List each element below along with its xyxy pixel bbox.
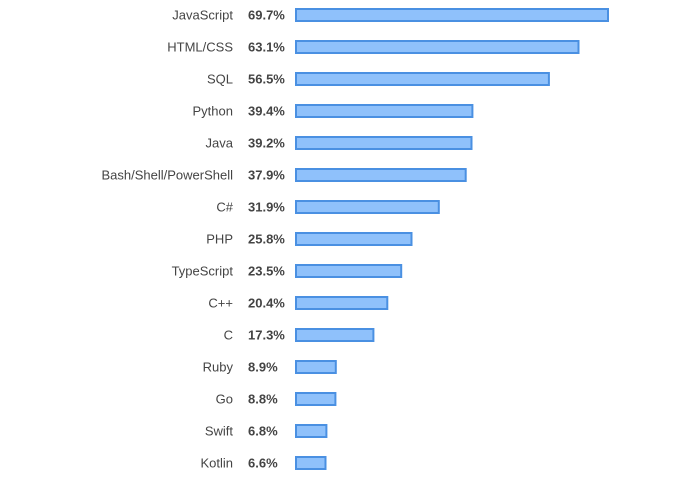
value-label-python: 39.4% (248, 104, 285, 119)
value-label-swift: 6.8% (248, 424, 278, 439)
bar-python (295, 104, 474, 118)
value-label-php: 25.8% (248, 232, 285, 247)
value-label-kotlin: 6.6% (248, 456, 278, 471)
category-label-kotlin: Kotlin (200, 456, 233, 471)
bar-typescript (295, 264, 403, 278)
value-label-bash-shell-powershell: 37.9% (248, 168, 285, 183)
value-label-c: 31.9% (248, 200, 285, 215)
value-label-c: 20.4% (248, 296, 285, 311)
value-label-c: 17.3% (248, 328, 285, 343)
category-label-typescript: TypeScript (172, 264, 234, 279)
category-label-c: C (224, 328, 233, 343)
bar-sql (295, 72, 550, 86)
value-label-javascript: 69.7% (248, 8, 285, 23)
bar-swift (295, 424, 328, 438)
bar-javascript (295, 8, 609, 22)
category-label-ruby: Ruby (203, 360, 234, 375)
bar-c (295, 328, 375, 342)
category-label-sql: SQL (207, 72, 233, 87)
bar-c (295, 296, 389, 310)
value-label-ruby: 8.9% (248, 360, 278, 375)
category-label-python: Python (193, 104, 233, 119)
bar-html-css (295, 40, 580, 54)
category-label-php: PHP (206, 232, 233, 247)
category-label-java: Java (206, 136, 234, 151)
category-label-go: Go (216, 392, 233, 407)
category-label-javascript: JavaScript (172, 8, 233, 23)
category-labels: JavaScript HTML/CSS SQL Python Java Bash/Shel… (101, 8, 233, 471)
bar-c (295, 200, 440, 214)
value-label-html-css: 63.1% (248, 40, 285, 55)
category-label-bash-shell-powershell: Bash/Shell/PowerShell (101, 168, 233, 183)
value-label-go: 8.8% (248, 392, 278, 407)
value-labels: 69.7% 63.1% 56.5% 39.4% 39.2% 37.9% 31.9% 25.8%… (248, 8, 285, 471)
category-label-swift: Swift (205, 424, 234, 439)
bar-bash-shell-powershell (295, 168, 467, 182)
value-label-typescript: 23.5% (248, 264, 285, 279)
bars (295, 8, 609, 470)
category-label-c: C# (216, 200, 233, 215)
bar-php (295, 232, 413, 246)
bar-kotlin (295, 456, 327, 470)
value-label-java: 39.2% (248, 136, 285, 151)
bar-ruby (295, 360, 337, 374)
category-label-html-css: HTML/CSS (167, 40, 233, 55)
bar-java (295, 136, 473, 150)
bar-go (295, 392, 337, 406)
value-label-sql: 56.5% (248, 72, 285, 87)
category-label-c: C++ (208, 296, 233, 311)
